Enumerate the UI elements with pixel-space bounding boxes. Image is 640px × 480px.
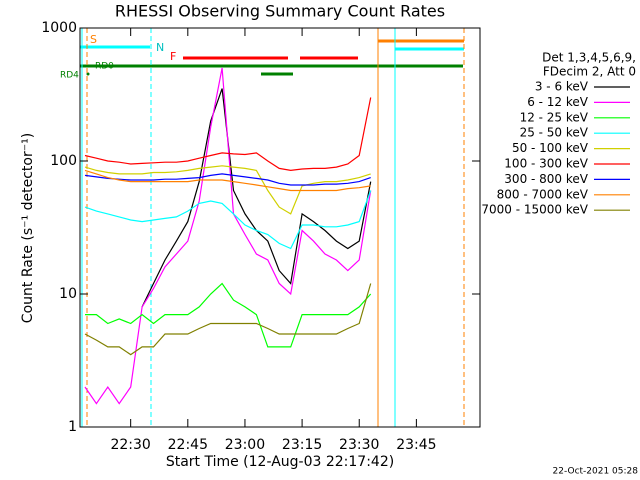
vertical-markers <box>81 28 465 427</box>
chart-title: RHESSI Observing Summary Count Rates <box>115 2 445 21</box>
legend-title: FDecim 2, Att 0 <box>543 65 636 79</box>
annotation: N <box>156 41 164 54</box>
state-markers <box>80 39 464 76</box>
legend-label: 50 - 100 keV <box>512 141 589 155</box>
series-line <box>84 173 371 186</box>
series-line <box>141 88 372 308</box>
annotation: F <box>170 50 176 63</box>
plot-frame <box>79 27 481 428</box>
legend-label: 3 - 6 keV <box>535 80 589 94</box>
x-tick-label: 22:45 <box>168 437 208 453</box>
legend-label: 800 - 7000 keV <box>497 187 589 201</box>
annotation: S <box>90 33 97 46</box>
legend-label: 25 - 50 keV <box>520 126 589 140</box>
y-tick-label: 100 <box>50 153 77 169</box>
annotation: RD4 <box>60 71 79 81</box>
legend-label: 6 - 12 keV <box>527 95 589 109</box>
legend-label: 12 - 25 keV <box>520 110 589 124</box>
series-line <box>85 282 372 348</box>
marker-dot <box>86 72 90 76</box>
annotation: RD0 <box>95 62 114 72</box>
x-tick-label: 23:45 <box>396 437 436 453</box>
series-line <box>84 190 372 250</box>
footer: 22-Oct-2021 05:28 <box>553 467 639 477</box>
y-tick-label: 1 <box>68 419 77 435</box>
series-line <box>84 97 372 172</box>
y-tick-label: 1000 <box>41 20 77 36</box>
legend-title: Det 1,3,4,5,6,9, <box>542 51 636 65</box>
legend-label: 300 - 800 keV <box>504 172 588 186</box>
x-axis-label: Start Time (12-Aug-03 22:17:42) <box>166 454 394 470</box>
x-tick-label: 23:15 <box>282 437 322 453</box>
series-line <box>84 283 372 356</box>
y-tick-label: 10 <box>59 286 77 302</box>
series-line <box>84 165 371 215</box>
legend-label: 100 - 300 keV <box>504 157 588 171</box>
x-tick-label: 23:00 <box>225 437 265 453</box>
x-tick-label: 23:30 <box>339 437 379 453</box>
legend-label: 7000 - 15000 keV <box>481 203 588 217</box>
y-axis-label: Count Rate (s⁻¹ detector⁻¹) <box>20 133 36 323</box>
series-line <box>84 67 372 405</box>
x-tick-label: 22:30 <box>110 437 150 453</box>
series-line <box>84 169 371 192</box>
